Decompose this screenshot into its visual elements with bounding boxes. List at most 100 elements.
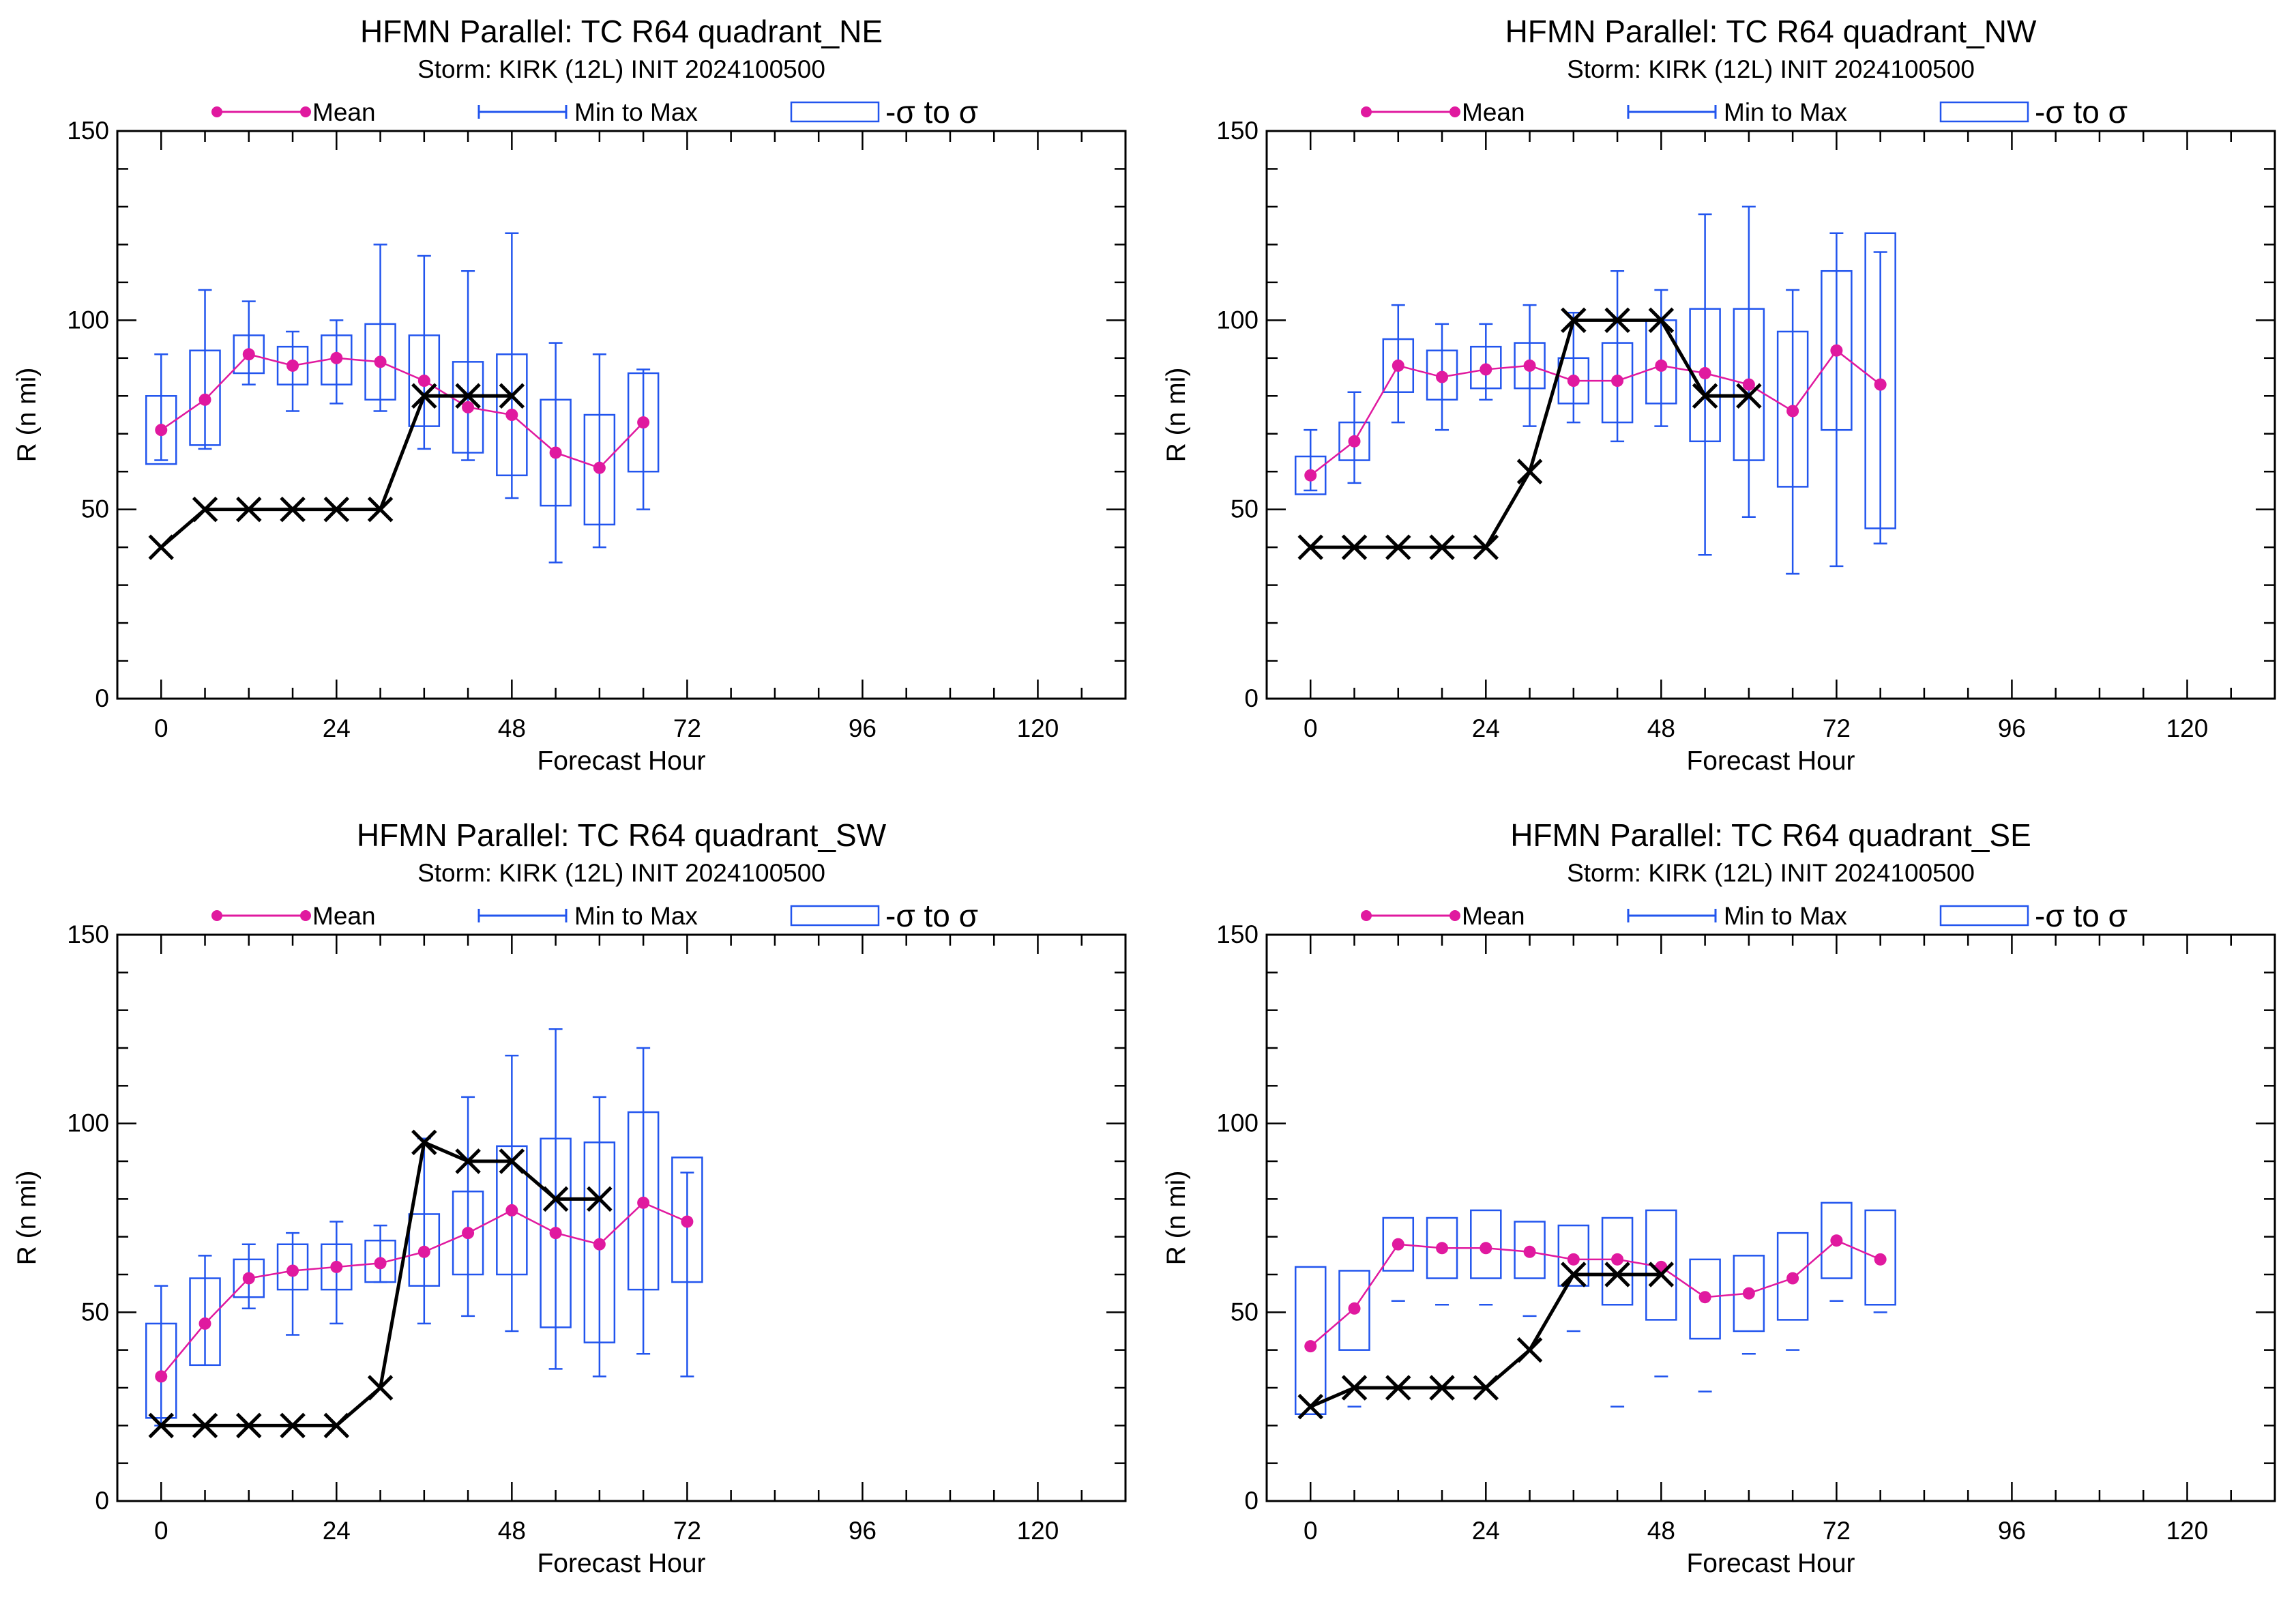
- sigma-box: [276, 1243, 309, 1291]
- chart-panel-1: HFMN Parallel: TC R64 quadrant_NE Storm: …: [12, 14, 1127, 776]
- sigma-box: [408, 334, 441, 427]
- sigma-box: [1733, 308, 1765, 461]
- sigma-box: [1864, 1209, 1896, 1306]
- sigma-box: [364, 323, 396, 401]
- mean-marker: [330, 1260, 343, 1273]
- sigma-box: [1776, 1232, 1809, 1321]
- sigma-box: [145, 1322, 177, 1419]
- x-tick-label: 96: [849, 1517, 877, 1545]
- sigma-box: [540, 1137, 572, 1328]
- observed-marker: [1341, 534, 1368, 560]
- x-tick-label: 24: [1472, 1517, 1500, 1545]
- legend: Mean Min to Max -σ to σ: [1361, 898, 2128, 933]
- sigma-box: [1821, 270, 1853, 431]
- x-tick-label: 48: [498, 714, 526, 742]
- observed-marker: [455, 383, 481, 409]
- legend-sigma-box: [790, 905, 880, 927]
- mean-marker: [1786, 405, 1799, 418]
- sigma-box: [1338, 1270, 1370, 1351]
- mean-marker: [330, 351, 343, 364]
- x-tick-label: 120: [1017, 714, 1059, 742]
- sigma-box: [627, 1111, 660, 1291]
- observed-marker: [499, 1148, 525, 1174]
- observed-marker: [1692, 383, 1718, 409]
- legend-mean-label: Mean: [312, 98, 376, 126]
- observed-marker: [1429, 534, 1455, 560]
- observed-marker: [1604, 1262, 1630, 1287]
- mean-marker: [1655, 359, 1668, 372]
- legend-sigma-box: [790, 101, 880, 123]
- x-tick-label: 0: [154, 714, 168, 742]
- y-tick-label: 100: [67, 306, 109, 334]
- legend-minmax-label: Min to Max: [574, 902, 698, 930]
- observed-marker: [1604, 307, 1630, 334]
- mean-marker: [1567, 375, 1580, 388]
- x-tick-label: 96: [1998, 1517, 2026, 1545]
- sigma-box: [145, 395, 177, 465]
- mean-marker: [1304, 469, 1317, 482]
- x-tick-label: 24: [1472, 714, 1500, 742]
- observed-marker: [280, 496, 306, 523]
- y-tick-label: 100: [67, 1109, 109, 1137]
- legend-sigma-label: -σ to σ: [885, 94, 978, 130]
- y-tick-label: 50: [1231, 1298, 1259, 1326]
- observed-marker: [587, 1186, 613, 1212]
- observed-marker: [280, 1412, 306, 1439]
- mean-marker: [1436, 370, 1449, 383]
- sigma-box: [1821, 1202, 1853, 1279]
- observed-marker: [1473, 1375, 1499, 1401]
- chart-title: HFMN Parallel: TC R64 quadrant_NE: [360, 14, 883, 49]
- x-tick-label: 24: [323, 1517, 351, 1545]
- legend-mean-marker: [300, 106, 311, 117]
- sigma-box: [1470, 1209, 1502, 1279]
- y-tick-label: 0: [1244, 1487, 1259, 1515]
- mean-marker: [1348, 1302, 1361, 1315]
- mean-marker: [1392, 359, 1404, 372]
- mean-marker: [1392, 1238, 1404, 1251]
- mean-marker: [1567, 1253, 1580, 1266]
- y-tick-label: 150: [1216, 920, 1259, 948]
- mean-marker: [681, 1215, 694, 1228]
- mean-marker: [505, 1204, 518, 1217]
- mean-marker: [198, 393, 211, 406]
- mean-marker: [462, 1227, 475, 1240]
- chart-subtitle: Storm: KIRK (12L) INIT 2024100500: [1567, 859, 1975, 887]
- observed-marker: [1341, 1375, 1368, 1401]
- sigma-box: [452, 361, 484, 454]
- y-tick-label: 150: [67, 920, 109, 948]
- mean-line: [160, 353, 645, 469]
- sigma-box: [1382, 1217, 1415, 1272]
- x-tick-label: 48: [1647, 714, 1675, 742]
- legend-sigma-label: -σ to σ: [2035, 898, 2128, 933]
- legend-mean-marker: [211, 106, 222, 117]
- observed-marker: [1648, 1262, 1675, 1287]
- x-tick-label: 72: [673, 714, 701, 742]
- x-tick-label: 48: [498, 1517, 526, 1545]
- mean-marker: [1698, 1291, 1711, 1304]
- mean-marker: [1830, 1234, 1843, 1247]
- x-tick-label: 0: [1304, 714, 1318, 742]
- plot-frame: [1265, 933, 2276, 1502]
- x-tick-label: 0: [154, 1517, 168, 1545]
- mean-marker: [198, 1317, 211, 1330]
- legend-mean-label: Mean: [312, 902, 376, 930]
- observed-marker: [148, 534, 175, 560]
- y-axis-label: R (n mi): [1162, 368, 1191, 463]
- sigma-box: [233, 1258, 265, 1298]
- legend: Mean Min to Max -σ to σ: [211, 898, 978, 933]
- legend-sigma-label: -σ to σ: [2035, 94, 2128, 130]
- x-axis-label: Forecast Hour: [537, 1549, 705, 1578]
- mean-marker: [462, 400, 475, 413]
- x-tick-label: 72: [1823, 714, 1851, 742]
- legend-minmax-label: Min to Max: [1724, 98, 1847, 126]
- mean-marker: [155, 1370, 168, 1383]
- mean-marker: [549, 446, 562, 459]
- mean-marker: [637, 1196, 650, 1209]
- observed-marker: [1297, 1393, 1324, 1420]
- observed-line: [160, 394, 512, 549]
- mean-marker: [1436, 1242, 1449, 1255]
- sigma-box: [321, 1243, 353, 1291]
- observed-marker: [367, 496, 394, 523]
